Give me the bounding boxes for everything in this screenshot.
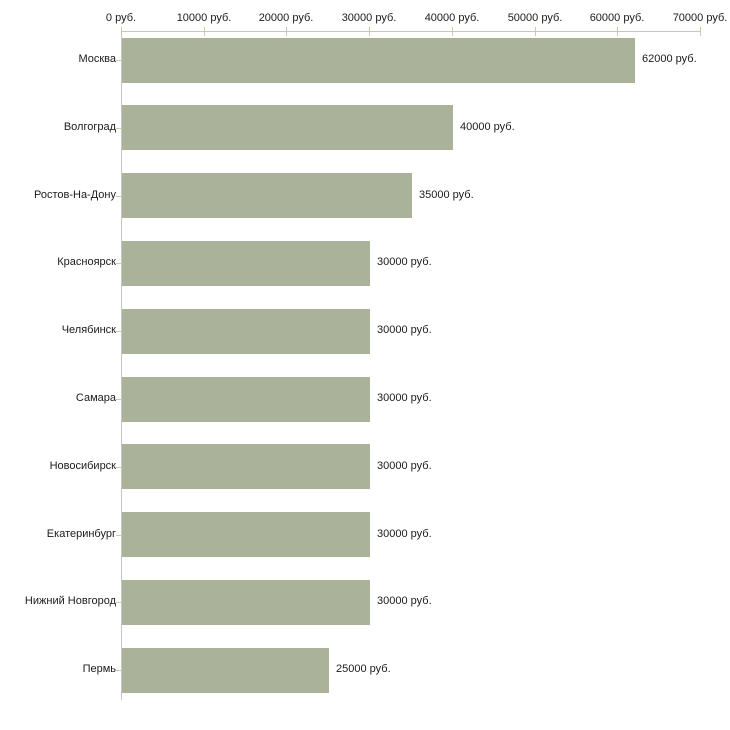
category-label: Ростов-На-Дону (33, 189, 116, 201)
x-axis-tick-label: 60000 руб. (589, 12, 645, 24)
bar (122, 580, 370, 625)
bar (122, 648, 329, 693)
x-axis-tick (617, 27, 618, 36)
value-label: 35000 руб. (419, 189, 474, 201)
y-axis-tick (116, 196, 121, 197)
category-label: Екатеринбург (46, 528, 116, 540)
x-axis-tick-label: 20000 руб. (258, 12, 314, 24)
x-axis-tick (452, 27, 453, 36)
category-label: Москва (78, 53, 116, 65)
x-axis-tick (286, 27, 287, 36)
value-label: 30000 руб. (377, 392, 432, 404)
bar (122, 241, 370, 286)
value-label: 30000 руб. (377, 256, 432, 268)
y-axis-tick (116, 602, 121, 603)
y-axis-tick (116, 128, 121, 129)
bar (122, 377, 370, 422)
x-axis-tick (204, 27, 205, 36)
y-axis-line (121, 31, 122, 700)
value-label: 40000 руб. (460, 121, 515, 133)
x-axis-line (121, 31, 701, 32)
bar (122, 105, 453, 150)
y-axis-tick (116, 263, 121, 264)
bar (122, 512, 370, 557)
bar (122, 38, 635, 83)
x-axis-tick-label: 0 руб. (105, 12, 137, 24)
x-axis-tick (369, 27, 370, 36)
x-axis-tick-label: 70000 руб. (672, 12, 728, 24)
value-label: 25000 руб. (336, 663, 391, 675)
x-axis-tick (535, 27, 536, 36)
category-label: Волгоград (63, 121, 116, 133)
x-axis-tick-label: 40000 руб. (424, 12, 480, 24)
value-label: 30000 руб. (377, 595, 432, 607)
y-axis-tick (116, 467, 121, 468)
x-axis-tick-label: 50000 руб. (507, 12, 563, 24)
x-axis-tick-label: 10000 руб. (176, 12, 232, 24)
x-axis-tick (121, 27, 122, 36)
y-axis-tick (116, 399, 121, 400)
value-label: 62000 руб. (642, 53, 697, 65)
category-label: Челябинск (61, 324, 116, 336)
category-label: Новосибирск (49, 460, 116, 472)
bar (122, 309, 370, 354)
x-axis-tick-label: 30000 руб. (341, 12, 397, 24)
x-axis-tick (700, 27, 701, 36)
y-axis-tick (116, 60, 121, 61)
value-label: 30000 руб. (377, 528, 432, 540)
category-label: Самара (75, 392, 116, 404)
value-label: 30000 руб. (377, 324, 432, 336)
bar (122, 173, 412, 218)
category-label: Красноярск (57, 256, 116, 268)
bar (122, 444, 370, 489)
y-axis-tick (116, 670, 121, 671)
category-label: Пермь (82, 663, 116, 675)
y-axis-tick (116, 331, 121, 332)
y-axis-tick (116, 535, 121, 536)
category-label: Нижний Новгород (24, 595, 116, 607)
value-label: 30000 руб. (377, 460, 432, 472)
